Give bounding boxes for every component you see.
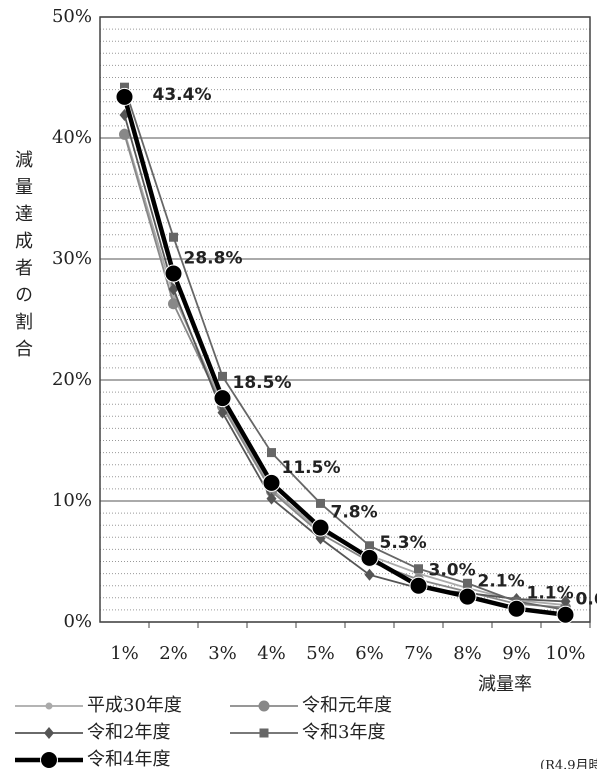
series-line	[123, 114, 566, 603]
marker	[262, 473, 281, 492]
marker	[169, 232, 178, 242]
series-line	[123, 131, 566, 606]
marker	[365, 541, 374, 551]
legend-label: 令和3年度	[302, 722, 385, 743]
marker	[120, 82, 129, 92]
x-tick-label: 5%	[306, 643, 335, 664]
data-label: 18.5%	[233, 373, 292, 393]
marker	[218, 371, 227, 381]
marker	[119, 128, 130, 140]
series-line	[123, 86, 566, 611]
x-tick-label: 10%	[545, 643, 585, 664]
marker	[40, 751, 58, 769]
data-label: 7.8%	[331, 503, 378, 523]
marker	[458, 587, 477, 606]
data-label: 43.4%	[153, 85, 212, 105]
y-tick-label: 10%	[52, 490, 92, 511]
marker	[217, 406, 228, 419]
y-tick-label: 50%	[52, 6, 92, 27]
x-tick-label: 1%	[110, 643, 139, 664]
marker	[44, 727, 54, 739]
x-tick-label: 4%	[257, 643, 286, 664]
x-tick-label: 8%	[453, 643, 482, 664]
legend-label: 平成30年度	[87, 695, 182, 716]
x-tick-label: 3%	[208, 643, 237, 664]
x-tick-label: 6%	[355, 643, 384, 664]
marker	[267, 448, 276, 458]
marker	[115, 87, 134, 106]
marker	[164, 264, 183, 283]
marker	[463, 578, 472, 588]
marker	[168, 298, 179, 310]
data-label: 11.5%	[282, 458, 341, 478]
marker	[213, 389, 232, 408]
y-tick-label: 30%	[52, 248, 92, 269]
marker	[364, 568, 375, 581]
y-tick-label: 20%	[52, 369, 92, 390]
data-label: 1.1%	[527, 584, 574, 604]
x-tick-label: 7%	[404, 643, 433, 664]
legend-label: 令和4年度	[87, 749, 170, 769]
marker	[507, 599, 526, 618]
marker	[266, 492, 277, 505]
plot-border	[99, 16, 591, 623]
marker	[409, 576, 428, 595]
marker	[560, 595, 571, 608]
series-line	[123, 134, 566, 609]
data-label: 3.0%	[429, 561, 476, 581]
data-label: 2.1%	[478, 572, 525, 592]
marker	[414, 564, 423, 574]
marker	[168, 283, 179, 296]
y-tick-label: 40%	[52, 127, 92, 148]
legend-label: 令和元年度	[302, 695, 392, 716]
marker	[311, 518, 330, 537]
x-tick-label: 2%	[159, 643, 188, 664]
marker	[45, 702, 53, 710]
marker	[556, 605, 575, 624]
series-line	[122, 96, 566, 617]
note: (R4.9月時	[540, 759, 597, 769]
data-label: 28.8%	[184, 249, 243, 269]
data-label: 0.6%	[576, 590, 597, 610]
legend-label: 令和2年度	[87, 722, 170, 743]
y-tick-label: 0%	[63, 611, 92, 632]
marker	[360, 548, 379, 567]
marker	[316, 498, 325, 508]
y-axis-label: 減量達成者の割合	[12, 150, 33, 366]
data-label: 5.3%	[380, 533, 427, 553]
x-axis-label: 減量率	[478, 674, 532, 695]
x-tick-label: 9%	[502, 643, 531, 664]
marker	[259, 728, 269, 738]
marker	[258, 700, 270, 712]
